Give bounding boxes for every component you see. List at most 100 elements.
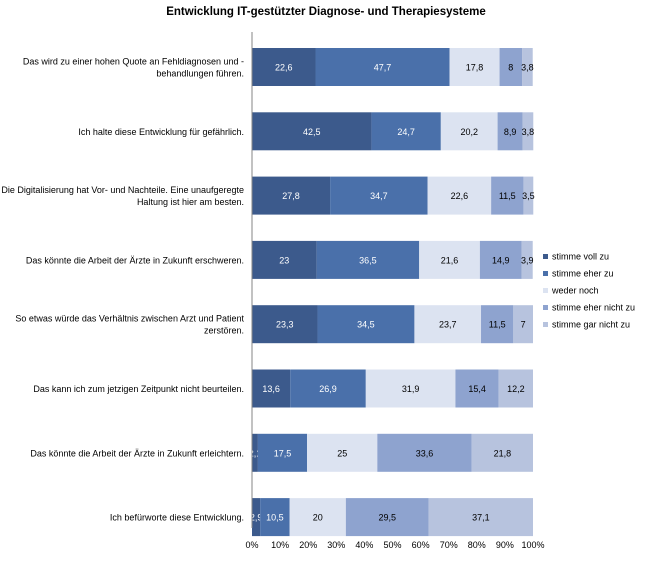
legend-label-3: weder noch	[551, 286, 599, 296]
bar-7-3	[307, 433, 378, 472]
data-label-2-4: 8,9	[504, 127, 517, 137]
bar-7-1	[252, 433, 258, 472]
data-label-2-2: 24,7	[397, 127, 415, 137]
x-tick-label-50: 50%	[383, 540, 401, 550]
bar-1-2	[315, 48, 450, 86]
bar-7-4	[377, 433, 472, 472]
bar-1-3	[449, 48, 500, 86]
data-label-4-3: 21,6	[441, 255, 459, 265]
category-label-8: Ich befürworte diese Entwicklung.	[110, 513, 244, 523]
data-label-4-5: 3,9	[521, 255, 534, 265]
data-label-7-5: 21,8	[494, 448, 512, 458]
bar-6-1	[252, 369, 291, 408]
data-label-5-3: 23,7	[439, 320, 457, 330]
legend-label-4: stimme eher nicht zu	[552, 303, 635, 313]
data-label-5-1: 23,3	[276, 320, 294, 330]
data-label-5-4: 11,5	[489, 320, 506, 330]
legend-label-2: stimme eher zu	[552, 269, 614, 279]
bar-3-2	[330, 176, 428, 215]
x-tick-label-90: 90%	[496, 540, 514, 550]
x-tick-label-30: 30%	[327, 540, 345, 550]
bar-5-3	[414, 305, 482, 344]
data-label-4-4: 14,9	[492, 255, 510, 265]
x-tick-label-60: 60%	[412, 540, 430, 550]
bar-1-4	[499, 48, 523, 86]
x-tick-label-0: 0%	[245, 540, 258, 550]
category-label-6: Das kann ich zum jetzigen Zeitpunkt nich…	[33, 384, 244, 394]
data-label-5-5: 7	[521, 320, 526, 330]
bar-7-5	[471, 433, 533, 472]
legend-label-5: stimme gar nicht zu	[552, 320, 630, 330]
data-label-1-3: 17,8	[466, 63, 484, 73]
bar-6-2	[290, 369, 366, 408]
x-tick-label-100: 100%	[521, 540, 544, 550]
legend-swatch-3	[543, 288, 548, 293]
category-label-1-line-2: behandlungen führen.	[156, 69, 244, 79]
data-label-8-5: 37,1	[472, 513, 490, 523]
category-label-7: Das könnte die Arbeit der Ärzte in Zukun…	[30, 448, 244, 458]
legend-swatch-5	[543, 322, 548, 327]
data-label-6-4: 15,4	[468, 384, 486, 394]
category-label-5-line-2: zerstören.	[204, 326, 244, 336]
category-label-1-line-1: Das wird zu einer hohen Quote an Fehldia…	[23, 57, 244, 67]
bar-2-5	[522, 112, 534, 151]
x-tick-label-40: 40%	[355, 540, 373, 550]
x-tick-label-20: 20%	[299, 540, 317, 550]
bar-2-2	[371, 112, 441, 151]
bar-8-2	[260, 498, 290, 537]
data-label-4-2: 36,5	[359, 255, 377, 265]
bar-6-5	[498, 369, 533, 408]
bar-5-2	[317, 305, 415, 344]
data-label-7-2: 17,5	[274, 448, 292, 458]
legend-swatch-1	[543, 254, 548, 259]
bar-4-1	[252, 240, 317, 279]
data-label-6-5: 12,2	[507, 384, 525, 394]
x-tick-label-10: 10%	[271, 540, 289, 550]
bar-6-4	[455, 369, 499, 408]
bar-2-3	[440, 112, 498, 151]
x-tick-label-80: 80%	[468, 540, 486, 550]
bar-3-3	[427, 176, 492, 215]
bar-8-3	[289, 498, 346, 537]
data-label-2-5: 3,8	[522, 127, 535, 137]
bar-8-4	[345, 498, 429, 537]
data-label-8-4: 29,5	[379, 513, 397, 523]
data-label-7-3: 25	[337, 448, 347, 458]
bar-5-4	[481, 305, 514, 344]
legend-label-1: stimme voll zu	[552, 252, 609, 262]
data-label-6-1: 13,6	[262, 384, 280, 394]
data-label-2-3: 20,2	[460, 127, 478, 137]
data-label-7-1: 2,1	[249, 448, 262, 458]
bar-4-2	[316, 240, 420, 279]
chart-title: Entwicklung IT-gestützter Diagnose- und …	[166, 6, 486, 18]
bar-8-1	[252, 498, 261, 537]
data-label-6-3: 31,9	[402, 384, 420, 394]
bar-1-5	[522, 48, 533, 86]
bar-3-5	[523, 176, 534, 215]
data-label-8-3: 20	[313, 513, 323, 523]
bar-2-4	[497, 112, 523, 151]
bar-3-4	[491, 176, 524, 215]
data-label-4-1: 23	[279, 255, 289, 265]
data-label-1-4: 8	[508, 63, 513, 73]
category-label-3-line-1: Die Digitalisierung hat Vor- und Nachtei…	[1, 185, 244, 195]
bar-1-1	[252, 48, 316, 86]
data-label-8-2: 10,5	[266, 513, 284, 523]
data-label-1-1: 22,6	[275, 63, 293, 73]
data-label-6-2: 26,9	[319, 384, 337, 394]
bar-3-1	[252, 176, 331, 215]
category-label-5-line-1: So etwas würde das Verhältnis zwischen A…	[15, 314, 244, 324]
bar-7-2	[257, 433, 308, 472]
data-label-1-2: 47,7	[374, 63, 392, 73]
category-label-3-line-2: Haltung ist hier am besten.	[137, 197, 244, 207]
x-tick-label-70: 70%	[440, 540, 458, 550]
legend-swatch-4	[543, 305, 548, 310]
data-label-3-1: 27,8	[282, 191, 300, 201]
bar-4-4	[479, 240, 522, 279]
bar-4-5	[521, 240, 533, 279]
data-label-2-1: 42,5	[303, 127, 321, 137]
bar-5-5	[513, 305, 533, 344]
data-label-3-4: 11,5	[499, 191, 516, 201]
